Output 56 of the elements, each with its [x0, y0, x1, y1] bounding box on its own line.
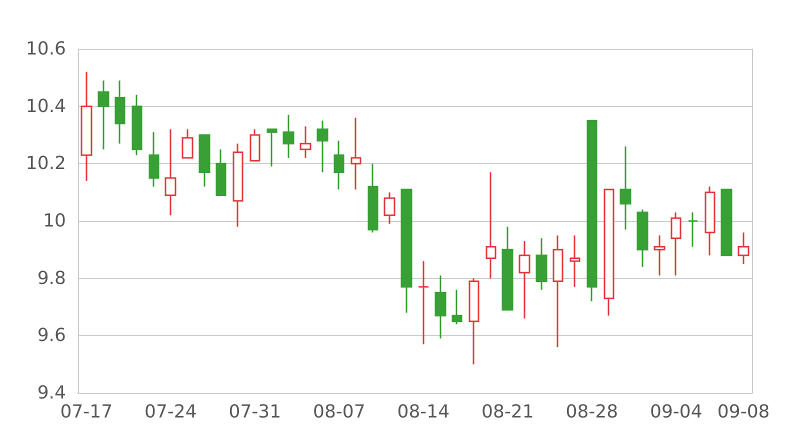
- candlestick: [688, 212, 698, 248]
- candlestick: [670, 212, 682, 276]
- x-tick-label: 07-31: [228, 402, 282, 422]
- candlestick: [452, 289, 462, 325]
- candlestick: [400, 188, 412, 314]
- candlestick: [468, 278, 480, 366]
- candlestick: [418, 260, 430, 346]
- candlestick: [300, 126, 312, 159]
- y-tick-label: 10.4: [26, 96, 66, 117]
- x-tick-label: 08-28: [566, 402, 618, 422]
- candlestick: [216, 148, 226, 196]
- candlestick: [570, 234, 580, 288]
- candlestick: [502, 226, 514, 311]
- candlestick: [368, 162, 378, 234]
- candlestick: [266, 128, 278, 168]
- candlestick: [704, 186, 716, 256]
- candlestick: [98, 80, 110, 150]
- y-tick-label: 10.2: [26, 153, 66, 174]
- y-tick-label: 9.4: [37, 382, 66, 404]
- x-tick-label: 09-08: [717, 402, 770, 422]
- candlestick: [434, 274, 446, 340]
- candlestick: [586, 120, 598, 302]
- y-tick-label: 10.6: [26, 38, 66, 60]
- candlestick: [518, 240, 530, 320]
- candlestick: [334, 140, 344, 190]
- candlestick: [282, 114, 294, 159]
- candlestick: [384, 192, 396, 225]
- y-tick-label: 10: [43, 210, 66, 232]
- x-tick-label: 07-17: [60, 402, 113, 422]
- candlestick: [250, 128, 260, 162]
- y-tick-label: 9.6: [37, 325, 66, 346]
- candlestick: [604, 188, 614, 316]
- candlestick: [132, 94, 142, 156]
- x-tick-label: 08-07: [313, 402, 366, 422]
- candlestick: [636, 208, 648, 268]
- candlestick: [316, 120, 328, 174]
- candlestick: [620, 146, 632, 230]
- candlestick: [80, 71, 92, 182]
- x-tick-label: 09-04: [650, 402, 702, 422]
- x-tick-label: 08-14: [397, 402, 450, 422]
- candlestick: [536, 237, 548, 291]
- candlestick: [182, 128, 194, 159]
- candlestick: [486, 172, 496, 280]
- candlestick: [198, 134, 210, 188]
- candlestick: [738, 232, 750, 265]
- x-tick-label: 08-21: [482, 402, 534, 422]
- candlestick: [114, 80, 126, 144]
- y-tick-label: 9.8: [37, 268, 66, 289]
- x-tick-label: 07-24: [144, 402, 197, 422]
- candlestick: [720, 188, 732, 256]
- candlestick: [654, 234, 666, 276]
- candlestick: [552, 234, 564, 348]
- candlestick: [148, 131, 160, 188]
- candlestick: [232, 142, 244, 228]
- candlestick: [164, 128, 176, 216]
- candlestick: [350, 117, 362, 190]
